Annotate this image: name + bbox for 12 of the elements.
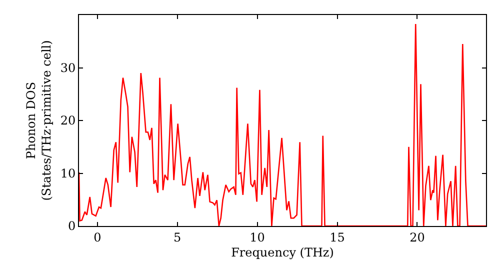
y-tick-label: 30 — [60, 60, 76, 75]
y-tick-label: 10 — [60, 166, 76, 180]
x-tick-label: 10 — [250, 230, 265, 244]
y-axis-title: Phonon DOS (States/THz·primitive cell) — [24, 40, 54, 201]
x-axis-title: Frequency (THz) — [231, 245, 334, 260]
x-tick-label: 0 — [94, 230, 102, 244]
x-tick-label: 15 — [330, 230, 345, 244]
y-tick-label: 0 — [68, 219, 76, 234]
x-tick-label: 5 — [174, 230, 182, 244]
y-tick-label: 20 — [60, 114, 76, 128]
x-tick-label: 20 — [410, 230, 425, 244]
line-series — [79, 23, 486, 226]
